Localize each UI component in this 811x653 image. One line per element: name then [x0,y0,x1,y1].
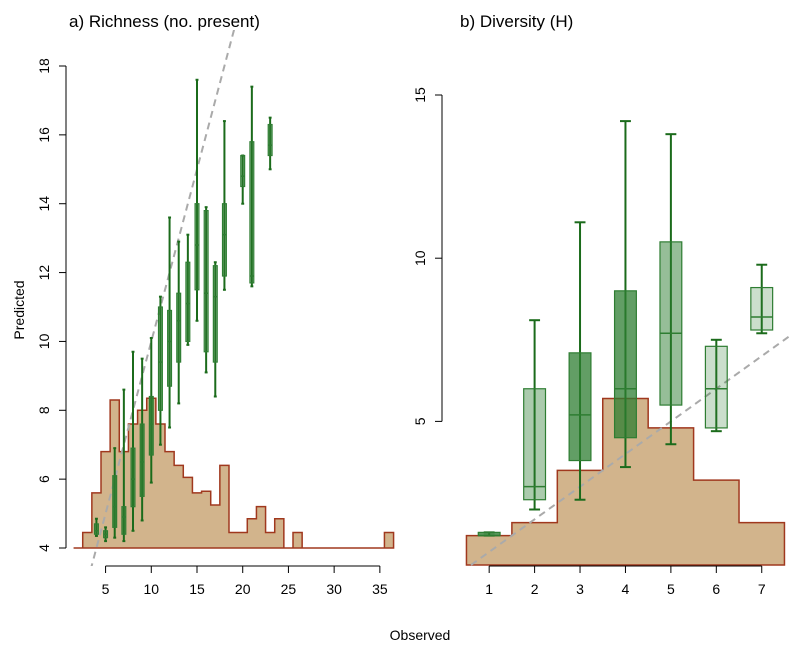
box-body [221,203,227,277]
x-tick-label: 20 [235,581,251,597]
x-tick-label: 6 [712,581,720,597]
box-7 [750,263,774,335]
box-body [212,265,218,363]
box-body [176,292,182,363]
panel-title: b) Diversity (H) [460,12,573,31]
box-9 [139,357,145,522]
box-2 [523,319,547,511]
box-body [185,261,191,343]
histogram [465,397,786,566]
box-body [167,309,173,387]
box-12 [167,216,173,429]
panel-diversity: 1 2 3 4 5 6 7 5 10 15 b) Diversity (H) [412,12,790,597]
box-20 [240,154,246,205]
box-body [568,352,592,462]
x-tick-label: 7 [758,581,766,597]
box-body [121,506,127,535]
box-body [523,388,547,501]
box-23 [267,116,273,171]
x-tick-label: 1 [485,581,493,597]
box-body [139,423,145,497]
box-3 [568,221,592,501]
y-tick-label: 12 [36,265,52,281]
y-tick-label: 18 [36,58,52,74]
box-body [267,123,273,157]
box-body [750,286,774,331]
x-tick-label: 2 [531,581,539,597]
x-tick-label: 4 [622,581,630,597]
box-body [249,141,255,284]
box-6 [704,338,728,433]
box-body [130,447,136,508]
box-10 [148,336,154,484]
identity-line [90,30,236,566]
box-17 [212,261,218,398]
box-13 [176,240,182,405]
box-16 [203,206,209,374]
x-tick-label: 5 [667,581,675,597]
x-axis-title: Observed [390,627,451,643]
box-4 [93,517,99,537]
y-tick-label: 10 [412,250,428,266]
box-body [613,290,637,439]
y-axis-title: Predicted [11,280,27,339]
box-body [157,306,163,411]
y-tick-label: 15 [412,87,428,103]
box-body [659,241,683,406]
box-14 [185,233,191,346]
x-tick-label: 5 [102,581,110,597]
box-body [148,395,154,456]
x-tick-label: 15 [189,581,205,597]
box-21 [249,85,255,288]
y-tick-label: 8 [36,406,52,414]
x-tick-label: 25 [281,581,297,597]
x-tick-label: 10 [143,581,159,597]
y-tick-label: 6 [36,475,52,483]
y-tick-label: 5 [412,417,428,425]
box-5 [659,133,683,446]
y-tick-label: 14 [36,196,52,212]
identity-line [470,335,790,566]
y-tick-label: 10 [36,333,52,349]
box-body [93,523,99,535]
box-6 [112,447,118,539]
y-tick-label: 4 [36,544,52,552]
box-body [203,210,209,353]
box-body [240,154,246,188]
box-18 [221,120,227,291]
box-15 [194,78,200,322]
x-tick-label: 35 [372,581,388,597]
y-tick-label: 16 [36,127,52,143]
box-7 [121,388,127,543]
box-5 [103,526,109,543]
box-8 [130,350,136,532]
box-11 [157,295,163,446]
x-tick-label: 30 [326,581,342,597]
box-4 [613,120,637,469]
box-1 [477,531,501,537]
panel-richness: 5 10 15 20 25 30 35 4 6 8 10 12 14 16 18 a) Richness (n… [36,12,395,597]
box-body [194,203,200,291]
x-tick-label: 3 [576,581,584,597]
box-body [704,345,728,429]
box-body [112,475,118,528]
panel-title: a) Richness (no. present) [69,12,260,31]
